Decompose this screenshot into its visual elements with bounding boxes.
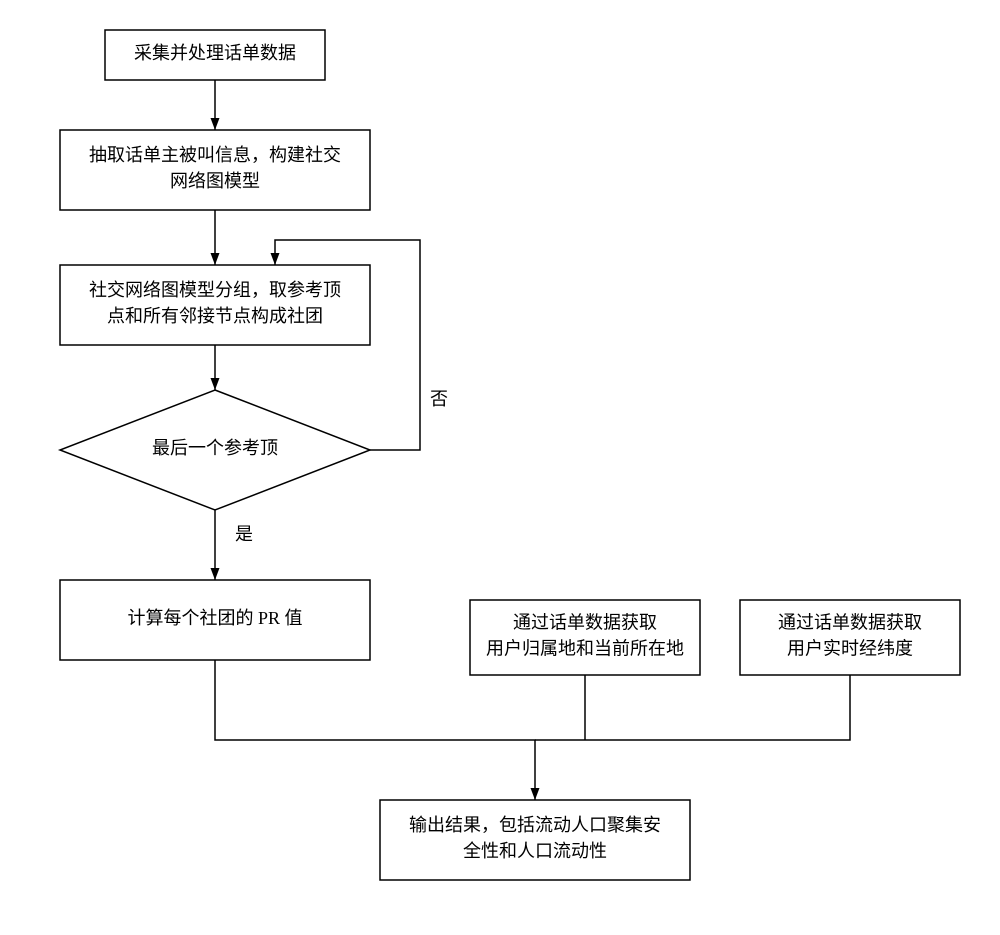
node-n5-text-0: 计算每个社团的 PR 值 <box>127 608 302 628</box>
edge-n7-n8 <box>535 675 850 740</box>
node-n3-text-0: 社交网络图模型分组，取参考顶 <box>89 280 341 300</box>
node-n5: 计算每个社团的 PR 值 <box>60 580 370 660</box>
node-n6: 通过话单数据获取用户归属地和当前所在地 <box>470 600 700 675</box>
node-n8-text-1: 全性和人口流动性 <box>463 841 607 861</box>
node-n4-text-0: 最后一个参考顶 <box>152 438 278 458</box>
edge-n5-n8 <box>215 660 535 800</box>
node-n3-text-1: 点和所有邻接节点构成社团 <box>107 306 323 326</box>
node-n4: 最后一个参考顶 <box>60 390 370 510</box>
node-n1-text-0: 采集并处理话单数据 <box>134 43 296 63</box>
node-n7-text-0: 通过话单数据获取 <box>778 613 922 633</box>
node-n8-text-0: 输出结果，包括流动人口聚集安 <box>409 815 661 835</box>
node-n1: 采集并处理话单数据 <box>105 30 325 80</box>
node-n3: 社交网络图模型分组，取参考顶点和所有邻接节点构成社团 <box>60 265 370 345</box>
node-n7: 通过话单数据获取用户实时经纬度 <box>740 600 960 675</box>
node-n2-text-1: 网络图模型 <box>170 171 260 191</box>
node-n8: 输出结果，包括流动人口聚集安全性和人口流动性 <box>380 800 690 880</box>
node-n2-text-0: 抽取话单主被叫信息，构建社交 <box>89 145 341 165</box>
node-n2: 抽取话单主被叫信息，构建社交网络图模型 <box>60 130 370 210</box>
node-n6-text-0: 通过话单数据获取 <box>513 613 657 633</box>
edge-label-n4-n3: 否 <box>430 389 448 409</box>
node-n7-text-1: 用户实时经纬度 <box>787 639 913 659</box>
node-n6-text-1: 用户归属地和当前所在地 <box>486 639 684 659</box>
edge-label-n4-n5: 是 <box>235 524 253 544</box>
